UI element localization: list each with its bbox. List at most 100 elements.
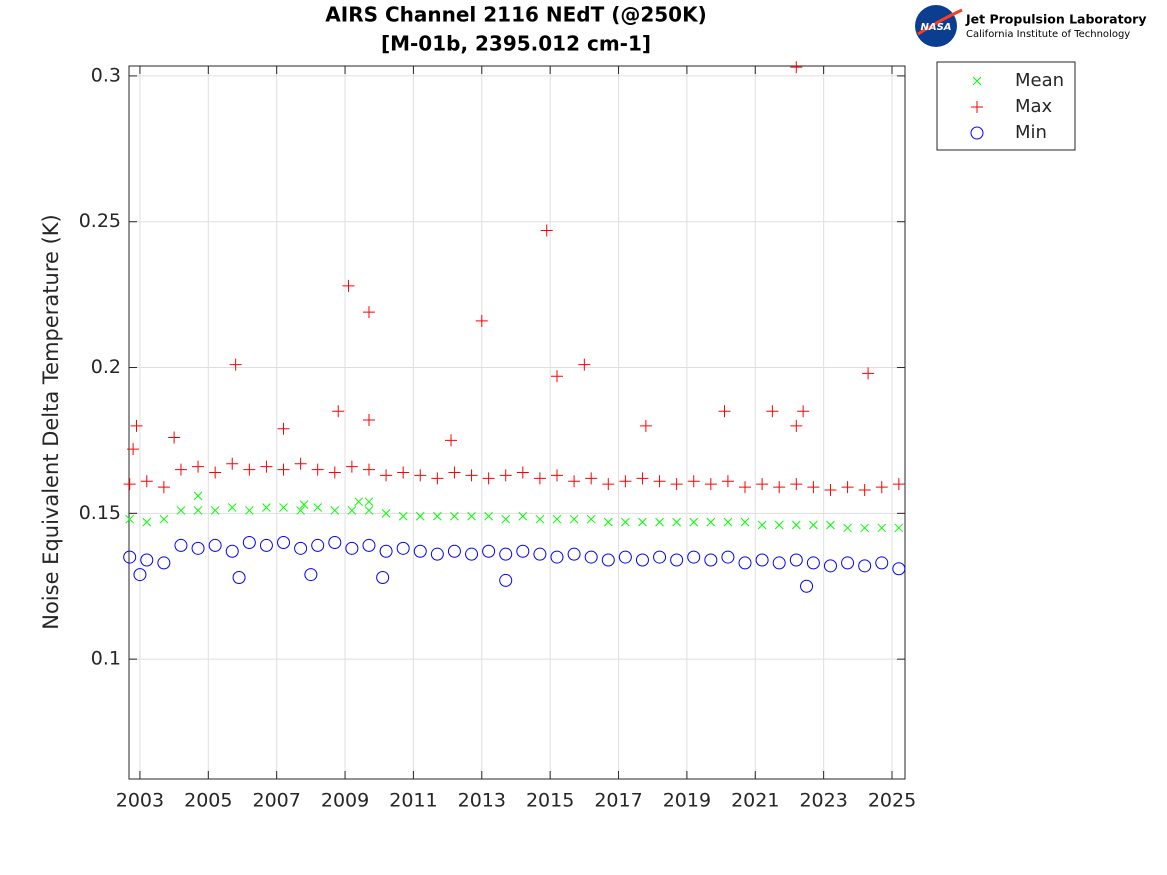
mean-marker [740,517,750,527]
max-marker [448,466,461,479]
max-marker [482,472,495,485]
logo-badge [915,5,957,47]
y-tick-label: 0.25 [79,210,121,232]
min-marker [294,541,308,555]
x-tick-label: 2015 [526,790,574,812]
mean-marker [125,514,135,524]
y-tick-label: 0.1 [91,648,121,670]
min-marker [311,538,325,552]
max-marker [294,457,307,470]
min-marker [601,553,615,567]
min-marker [242,535,256,549]
legend-label: Max [1015,96,1053,117]
logo: NASA Jet Propulsion Laboratory Californi… [915,5,1146,47]
mean-marker [299,500,309,509]
max-marker [602,478,615,491]
max-marker [174,463,187,476]
mean-marker [843,523,852,533]
mean-marker [809,520,818,530]
mean-marker [484,511,493,521]
max-marker [858,484,871,497]
min-marker [550,550,564,564]
min-marker [465,547,479,561]
min-marker [721,550,735,564]
min-marker [123,550,137,564]
legend-label: Min [1015,122,1047,143]
x-tick-label: 2013 [458,790,506,812]
legend-marker [972,76,982,86]
max-marker [797,405,810,418]
legend-box [936,61,1076,151]
min-marker [362,538,376,552]
x-tick-label: 2011 [389,790,437,812]
max-marker [311,463,324,476]
x-tick-label: 2023 [799,790,847,812]
max-marker [862,367,875,380]
y-tick-label: 0.15 [79,502,121,524]
min-marker [430,547,444,561]
min-marker [687,550,701,564]
min-marker [191,541,205,555]
min-marker [413,544,427,558]
max-marker [875,481,888,494]
min-marker [755,553,769,567]
min-marker [208,538,222,552]
min-marker [376,570,390,584]
min-marker [157,556,171,570]
max-marker [533,472,546,485]
max-marker [790,419,803,432]
max-marker [578,358,591,371]
min-marker [482,544,496,558]
min-marker [653,550,667,564]
min-marker [259,538,273,552]
max-marker [639,419,652,432]
max-marker [766,405,779,418]
min-marker [738,556,752,570]
min-marker [806,556,820,570]
x-tick-label: 2003 [116,790,164,812]
min-marker [635,553,649,567]
legend-marker [970,126,984,140]
min-marker [133,568,147,582]
min-marker [858,559,872,573]
mean-marker [142,517,152,527]
min-marker [140,553,154,567]
mean-marker [791,520,801,530]
max-marker [328,466,341,479]
min-marker [800,579,814,593]
min-marker [772,556,786,570]
max-marker [362,463,375,476]
mean-marker [313,503,323,512]
min-marker [533,547,547,561]
max-marker [414,469,427,482]
max-marker [841,481,854,494]
min-marker [277,535,291,549]
mean-marker [193,506,203,515]
max-marker [892,478,905,491]
max-marker [550,370,563,383]
max-marker [342,279,355,292]
mean-marker [330,506,340,515]
chart-subtitle: [M-01b, 2395.012 cm-1] [381,32,651,56]
mean-marker [244,506,254,515]
min-marker [499,547,513,561]
min-marker [670,553,684,567]
mean-marker [415,511,425,521]
max-marker [653,475,666,488]
min-marker [841,556,855,570]
mean-marker [354,497,364,507]
mean-marker [432,511,442,521]
max-marker [209,466,222,479]
x-tick-label: 2019 [663,790,711,812]
mean-marker [757,520,767,530]
min-marker [584,550,598,564]
mean-marker [501,514,511,524]
mean-marker [210,506,220,515]
max-marker [243,463,256,476]
max-marker [332,405,345,418]
mean-marker [894,523,904,533]
max-marker [670,478,683,491]
max-marker [226,457,239,470]
max-marker [192,460,205,473]
